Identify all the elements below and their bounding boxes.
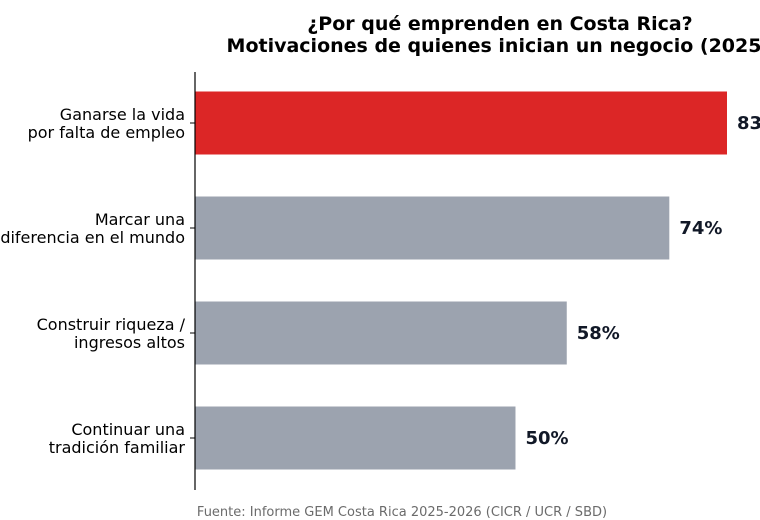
bar-1 (195, 91, 727, 155)
data-label-3: 58% (577, 323, 620, 344)
bar-4 (195, 406, 516, 470)
bar-2 (195, 196, 670, 260)
y-tick-label-2: Marcar una diferencia en el mundo (0, 210, 185, 247)
chart-title-line-1: ¿Por qué emprenden en Costa Rica? (307, 13, 692, 35)
data-label-4: 50% (525, 428, 568, 449)
data-label-2: 74% (679, 218, 722, 239)
y-axis-ticks: Ganarse la vida por falta de empleo Marcar… (0, 105, 195, 457)
y-tick-label-4: Continuar una tradición familiar (49, 420, 186, 457)
chart-title-line-2: Motivaciones de quienes inician un negoc… (227, 35, 760, 57)
bar-3 (195, 301, 567, 365)
data-label-1: 83 (737, 113, 760, 134)
y-tick-label-3: Construir riqueza / ingresos altos (37, 315, 186, 352)
data-labels-group: 83 74% 58% 50% (525, 113, 760, 449)
chart-title: ¿Por qué emprenden en Costa Rica? Motiva… (227, 13, 760, 57)
bars-group (195, 91, 727, 470)
source-note: Fuente: Informe GEM Costa Rica 2025-2026… (197, 505, 607, 520)
y-tick-label-1: Ganarse la vida por falta de empleo (28, 105, 185, 142)
